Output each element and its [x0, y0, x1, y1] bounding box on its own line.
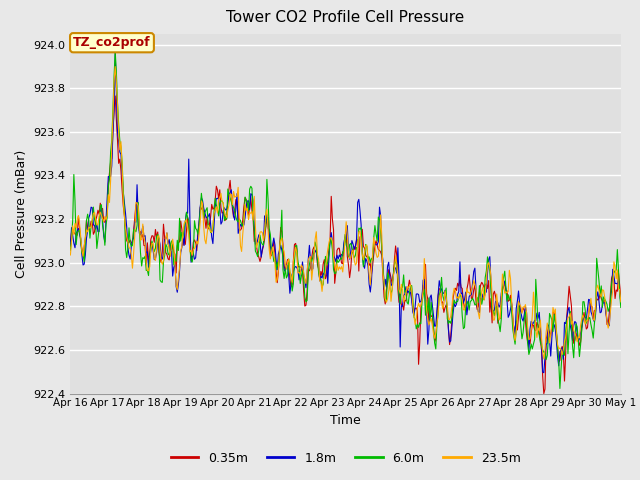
X-axis label: Time: Time: [330, 414, 361, 427]
Title: Tower CO2 Profile Cell Pressure: Tower CO2 Profile Cell Pressure: [227, 11, 465, 25]
Text: TZ_co2prof: TZ_co2prof: [73, 36, 151, 49]
Y-axis label: Cell Pressure (mBar): Cell Pressure (mBar): [15, 149, 28, 278]
Legend: 0.35m, 1.8m, 6.0m, 23.5m: 0.35m, 1.8m, 6.0m, 23.5m: [166, 447, 525, 469]
